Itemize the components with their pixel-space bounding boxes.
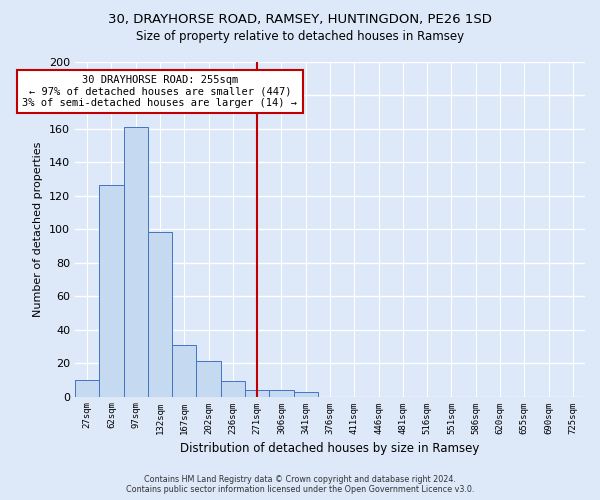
- Bar: [293, 392, 318, 396]
- X-axis label: Distribution of detached houses by size in Ramsey: Distribution of detached houses by size …: [181, 442, 479, 455]
- Bar: [75, 380, 99, 396]
- Bar: [124, 127, 148, 396]
- Bar: [99, 186, 124, 396]
- Bar: [269, 390, 293, 396]
- Bar: [148, 232, 172, 396]
- Bar: [245, 390, 269, 396]
- Text: 30, DRAYHORSE ROAD, RAMSEY, HUNTINGDON, PE26 1SD: 30, DRAYHORSE ROAD, RAMSEY, HUNTINGDON, …: [108, 12, 492, 26]
- Y-axis label: Number of detached properties: Number of detached properties: [34, 142, 43, 316]
- Text: Size of property relative to detached houses in Ramsey: Size of property relative to detached ho…: [136, 30, 464, 43]
- Bar: [172, 344, 196, 397]
- Bar: [196, 362, 221, 396]
- Bar: [221, 382, 245, 396]
- Text: Contains HM Land Registry data © Crown copyright and database right 2024.
Contai: Contains HM Land Registry data © Crown c…: [126, 474, 474, 494]
- Text: 30 DRAYHORSE ROAD: 255sqm
← 97% of detached houses are smaller (447)
3% of semi-: 30 DRAYHORSE ROAD: 255sqm ← 97% of detac…: [23, 75, 298, 108]
